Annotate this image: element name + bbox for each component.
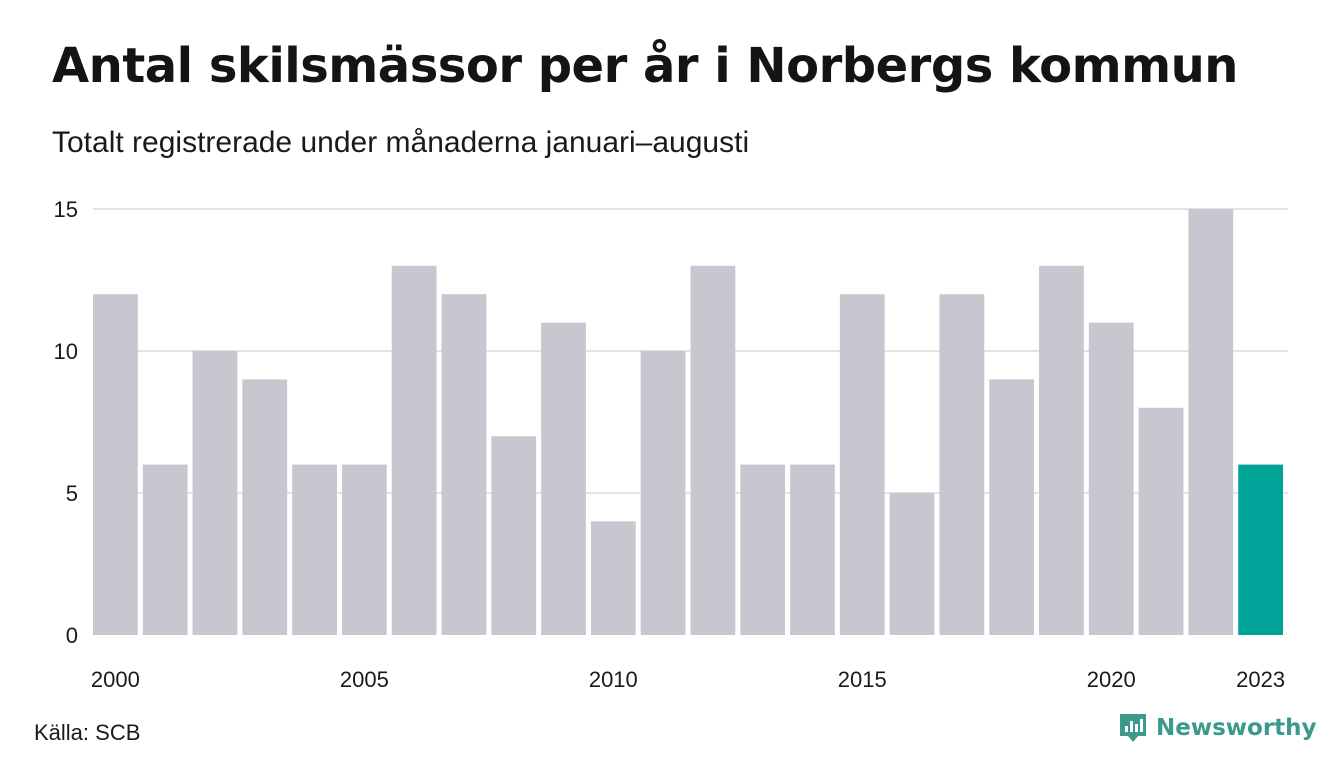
bar-2007 [441, 294, 487, 635]
bar-2013 [740, 464, 786, 635]
y-tick-label: 0 [66, 623, 78, 648]
source-note: Källa: SCB [34, 720, 141, 745]
bar-2023 [1238, 464, 1283, 635]
bar-2017 [939, 294, 985, 635]
x-tick-label: 2000 [91, 667, 140, 692]
x-tick-label: 2015 [838, 667, 887, 692]
bar-2010 [590, 521, 636, 635]
bar-2005 [341, 464, 387, 635]
brand-name: Newsworthy [1156, 715, 1317, 741]
bar-2018 [989, 379, 1035, 635]
bar-2016 [889, 493, 935, 635]
newsworthy-logo-icon [1120, 714, 1146, 742]
bar-2020 [1088, 322, 1134, 635]
y-tick-label: 15 [54, 197, 78, 222]
chart-subtitle: Totalt registrerade under månaderna janu… [52, 126, 750, 159]
y-tick-label: 5 [66, 481, 78, 506]
bar-2015 [839, 294, 885, 635]
x-tick-label: 2023 [1236, 667, 1285, 692]
brand-logo: Newsworthy [1118, 712, 1317, 744]
x-tick-label: 2010 [589, 667, 638, 692]
bar-2009 [541, 322, 586, 635]
bar-2003 [242, 379, 288, 635]
y-tick-label: 10 [54, 339, 78, 364]
bar-2022 [1188, 209, 1234, 635]
bar-2014 [790, 464, 835, 635]
bar-2008 [491, 436, 537, 635]
bar-2021 [1138, 407, 1184, 635]
bar-2000 [93, 294, 138, 635]
bar-2004 [292, 464, 337, 635]
bar-2011 [640, 351, 686, 635]
x-tick-label: 2020 [1087, 667, 1136, 692]
bar-2002 [192, 351, 238, 635]
bar-2019 [1039, 265, 1084, 635]
bar-2012 [690, 265, 736, 635]
chart-title: Antal skilsmässor per år i Norbergs komm… [52, 38, 1238, 94]
x-tick-label: 2005 [340, 667, 389, 692]
bar-2006 [391, 265, 437, 635]
bar-2001 [142, 464, 188, 635]
